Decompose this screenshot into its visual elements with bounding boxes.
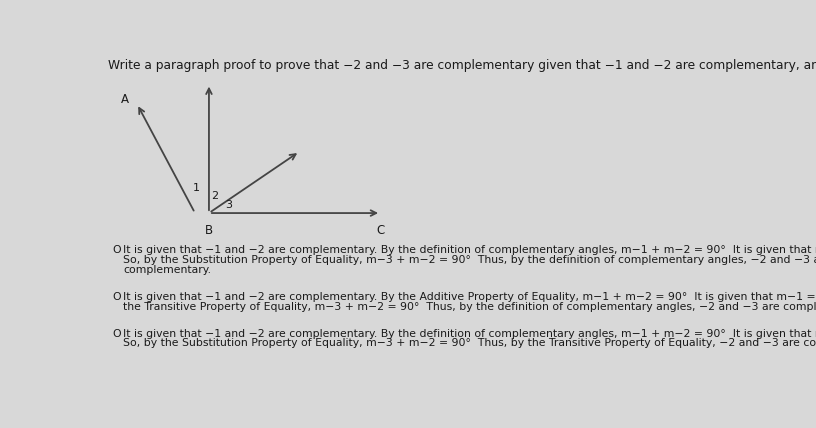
Text: B: B — [205, 224, 213, 237]
Text: So, by the Substitution Property of Equality, m−3 + m−2 = 90°  Thus, by the defi: So, by the Substitution Property of Equa… — [123, 255, 816, 265]
Text: O: O — [113, 329, 122, 339]
Text: C: C — [377, 224, 385, 237]
Text: O: O — [113, 245, 122, 256]
Text: complementary.: complementary. — [123, 265, 211, 275]
Text: So, by the Substitution Property of Equality, m−3 + m−2 = 90°  Thus, by the Tran: So, by the Substitution Property of Equa… — [123, 338, 816, 348]
Text: 1: 1 — [193, 184, 200, 193]
Text: It is given that −1 and −2 are complementary. By the Additive Property of Equali: It is given that −1 and −2 are complemen… — [123, 292, 816, 302]
Text: the Transitive Property of Equality, m−3 + m−2 = 90°  Thus, by the definition of: the Transitive Property of Equality, m−3… — [123, 302, 816, 312]
Text: It is given that −1 and −2 are complementary. By the definition of complementary: It is given that −1 and −2 are complemen… — [123, 245, 816, 256]
Text: O: O — [113, 292, 122, 302]
Text: It is given that −1 and −2 are complementary. By the definition of complementary: It is given that −1 and −2 are complemen… — [123, 329, 816, 339]
Text: 2: 2 — [211, 191, 219, 201]
Text: Write a paragraph proof to prove that −2 and −3 are complementary given that −1 : Write a paragraph proof to prove that −2… — [109, 59, 816, 72]
Text: A: A — [121, 92, 129, 106]
Text: 3: 3 — [225, 200, 233, 210]
